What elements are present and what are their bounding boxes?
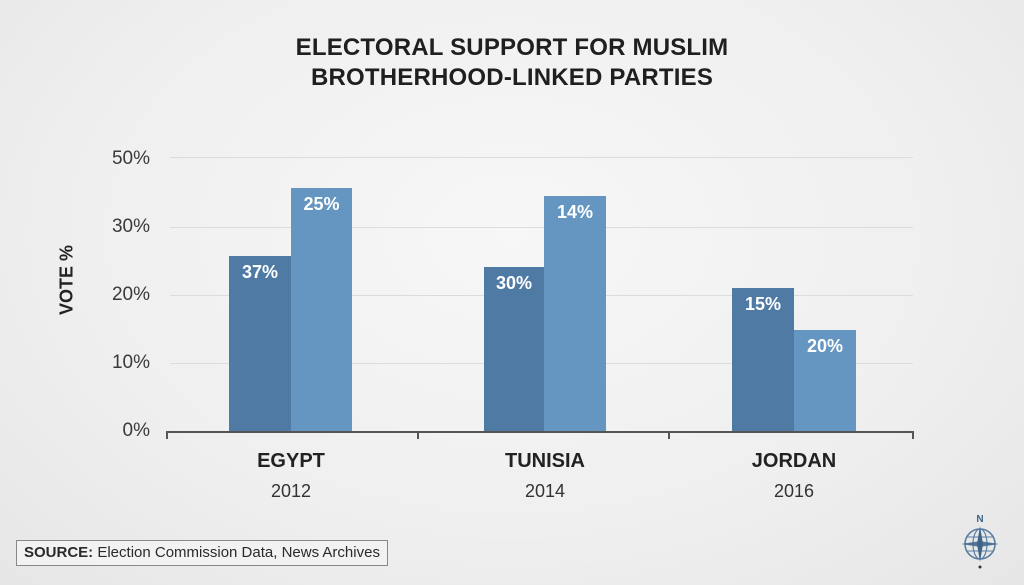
source-label: SOURCE:: [24, 544, 94, 561]
y-axis-label: VOTE %: [56, 244, 77, 316]
category-name: JORDAN: [751, 450, 837, 472]
source-text: Election Commission Data, News Archives: [97, 544, 380, 561]
gridline-30: [170, 227, 913, 228]
y-tick-0: 0%: [122, 420, 150, 441]
category-tunisia: TUNISIA 2014: [445, 450, 645, 502]
bar-value-label: 25%: [303, 194, 340, 214]
bar-jordan-series-2: 20%: [794, 330, 856, 431]
category-year: 2014: [524, 481, 566, 501]
y-tick-30: 30%: [111, 216, 150, 237]
x-axis-tick: [912, 431, 914, 439]
bar-value-label: 37%: [241, 262, 279, 282]
bar-value-label: 30%: [495, 273, 533, 293]
y-tick-10: 10%: [111, 352, 150, 373]
bar-value-label: 20%: [806, 336, 844, 356]
category-egypt: EGYPT 2012: [191, 450, 391, 502]
category-name: EGYPT: [257, 450, 325, 472]
x-axis-tick: [166, 431, 168, 439]
bar-value-label: 15%: [744, 294, 782, 314]
bar-jordan-series-1: 15%: [732, 288, 794, 431]
gridline-50: [170, 157, 913, 158]
x-axis-tick: [668, 431, 670, 439]
bar-tunisia-series-2: 14%: [544, 196, 606, 431]
compass-globe-icon: N: [955, 510, 1005, 570]
category-name: TUNISIA: [505, 450, 585, 472]
bar-tunisia-series-1: 30%: [484, 267, 544, 431]
bar-egypt-series-2: 25%: [291, 188, 352, 431]
y-tick-20: 20%: [111, 284, 150, 305]
y-tick-50: 50%: [111, 148, 150, 169]
x-axis-line: [166, 431, 913, 433]
chart-title: ELECTORAL SUPPORT FOR MUSLIM BROTHERHOOD…: [0, 33, 1024, 93]
category-year: 2012: [270, 481, 312, 501]
category-year: 2016: [773, 481, 815, 501]
bar-egypt-series-1: 37%: [229, 256, 291, 431]
bar-value-label: 14%: [556, 202, 594, 222]
x-axis-tick: [417, 431, 419, 439]
svg-text:N: N: [976, 514, 983, 525]
category-jordan: JORDAN 2016: [694, 450, 894, 502]
chart-title-line-1: ELECTORAL SUPPORT FOR MUSLIM: [295, 34, 729, 61]
chart-title-line-2: BROTHERHOOD-LINKED PARTIES: [310, 64, 714, 91]
source-note: SOURCE: Election Commission Data, News A…: [16, 540, 388, 566]
